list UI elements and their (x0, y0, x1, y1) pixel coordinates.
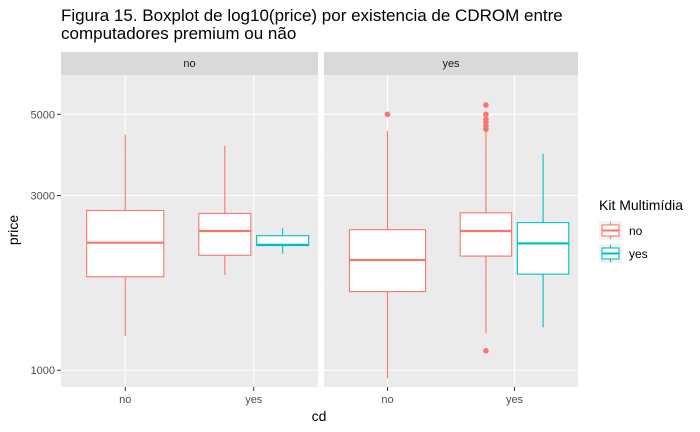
outlier-point (483, 111, 489, 118)
y-axis: 1000 3000 5000 (31, 109, 61, 377)
x-tick-label: no (381, 394, 393, 406)
box-iqr (516, 222, 570, 275)
y-tick-label: 5000 (31, 109, 55, 121)
box-yes-yes (516, 153, 570, 328)
facet-panel: yes (324, 52, 578, 387)
box-no-no (348, 111, 427, 379)
legend-label: yes (629, 247, 648, 261)
outlier-point (483, 348, 489, 354)
legend-key-no (599, 221, 622, 240)
box-yes-no (459, 102, 513, 354)
outlier-point (483, 102, 489, 108)
legend-key-yes (599, 244, 622, 263)
facet-strip (61, 52, 318, 75)
box-yes-yes (256, 228, 310, 254)
box-no-no (86, 134, 165, 337)
x-tick-label: yes (245, 394, 263, 406)
box-iqr (459, 212, 513, 257)
box-iqr (198, 212, 252, 256)
outlier-point (384, 111, 391, 118)
chart-title-line-1: Figura 15. Boxplot de log10(price) por e… (61, 6, 563, 25)
x-tick-label: no (119, 394, 131, 406)
box-yes-no (198, 145, 252, 275)
y-tick-label: 1000 (31, 365, 55, 377)
facet-strip (324, 52, 578, 75)
y-tick-label: 3000 (31, 191, 55, 203)
legend-label: no (629, 224, 643, 238)
facet-panel: no (61, 52, 318, 387)
x-axis-title: cd (312, 408, 327, 424)
outlier-point (483, 116, 489, 122)
legend-title: Kit Multimídia (599, 197, 683, 213)
x-tick-label: yes (506, 394, 524, 406)
legend: Kit Multimídia no yes (599, 197, 683, 263)
facet-strip-label: yes (442, 58, 460, 70)
y-axis-title: price (5, 215, 21, 246)
x-axis: no yes no yes (119, 387, 524, 406)
facet-strip-label: no (183, 58, 195, 70)
chart-title-line-2: computadores premium ou não (61, 24, 296, 43)
facet-panels: no yes (61, 52, 578, 387)
